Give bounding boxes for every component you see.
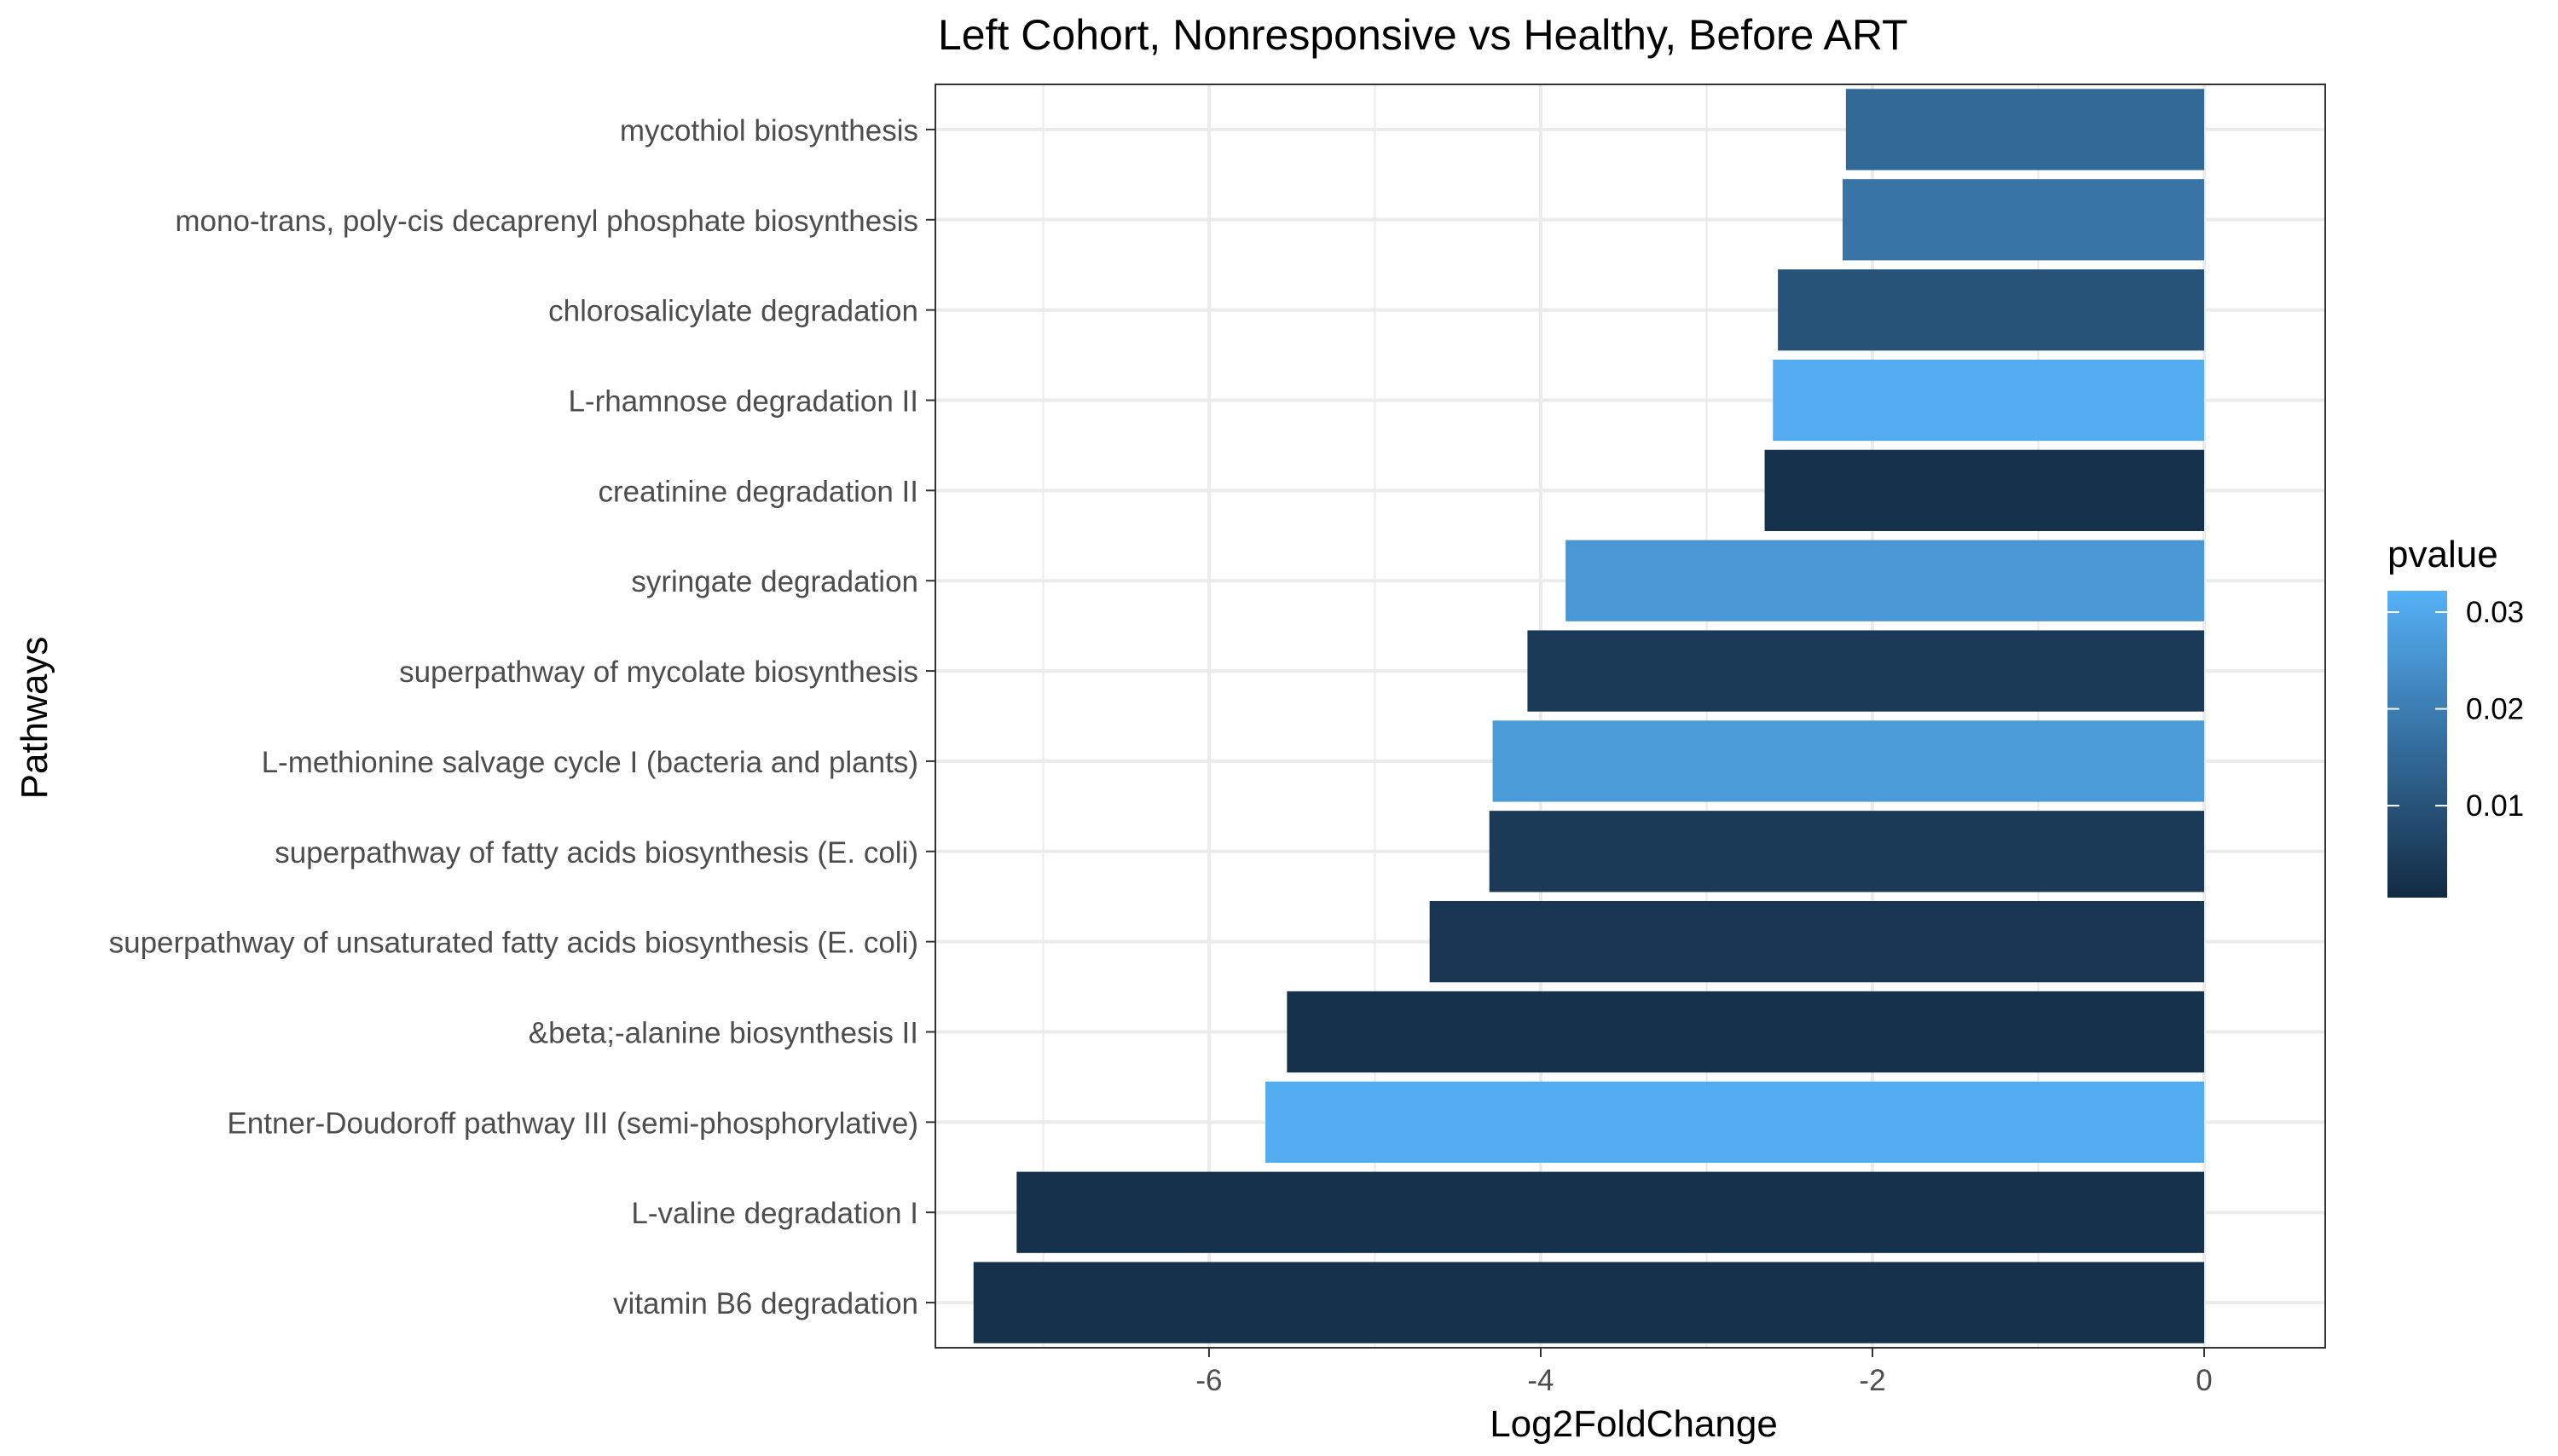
legend-title: pvalue bbox=[2387, 534, 2498, 575]
x-tick-label: -6 bbox=[1195, 1364, 1222, 1397]
legend-colorbar bbox=[2387, 591, 2447, 898]
bar bbox=[1845, 89, 2205, 170]
y-tick-label: mono-trans, poly-cis decaprenyl phosphat… bbox=[175, 205, 918, 238]
y-tick-label: L-rhamnose degradation II bbox=[568, 385, 918, 419]
bar bbox=[1565, 540, 2205, 621]
bar bbox=[1842, 179, 2205, 261]
y-axis-title: Pathways bbox=[14, 637, 55, 800]
bar bbox=[1492, 720, 2205, 802]
bar bbox=[1287, 991, 2205, 1073]
legend: pvalue 0.01 0.02 0.03 bbox=[2387, 534, 2524, 898]
legend-ticks: 0.01 0.02 0.03 bbox=[2387, 596, 2524, 823]
x-tick-label: -4 bbox=[1527, 1364, 1554, 1397]
y-tick-label: chlorosalicylate degradation bbox=[548, 295, 918, 328]
y-tick-label: superpathway of mycolate biosynthesis bbox=[399, 656, 918, 689]
legend-tick-label: 0.03 bbox=[2466, 596, 2524, 629]
bar bbox=[1265, 1081, 2205, 1163]
bar bbox=[1016, 1171, 2205, 1253]
bar bbox=[1764, 449, 2205, 531]
bar bbox=[973, 1262, 2205, 1343]
y-tick-label: L-valine degradation I bbox=[631, 1197, 918, 1230]
x-axis: -6 -4 -2 0 bbox=[1195, 1348, 2213, 1397]
bars bbox=[973, 89, 2205, 1343]
y-tick-label: superpathway of fatty acids biosynthesis… bbox=[275, 836, 918, 870]
y-tick-label: L-methionine salvage cycle I (bacteria a… bbox=[262, 746, 918, 779]
bar bbox=[1489, 811, 2205, 893]
y-tick-label: vitamin B6 degradation bbox=[613, 1287, 918, 1320]
legend-tick-label: 0.02 bbox=[2466, 693, 2524, 726]
bar bbox=[1778, 269, 2205, 351]
y-tick-label: creatinine degradation II bbox=[598, 475, 918, 508]
chart-title: Left Cohort, Nonresponsive vs Healthy, B… bbox=[938, 11, 1908, 59]
x-axis-title: Log2FoldChange bbox=[1490, 1403, 1778, 1445]
panel-border bbox=[935, 84, 2326, 1349]
x-tick-label: -2 bbox=[1859, 1364, 1885, 1397]
bar bbox=[1773, 359, 2205, 442]
y-tick-label: syringate degradation bbox=[631, 565, 918, 598]
bar bbox=[1527, 630, 2205, 712]
y-tick-label: Entner-Doudoroff pathway III (semi-phosp… bbox=[227, 1106, 918, 1140]
bar bbox=[1429, 901, 2205, 983]
x-tick-label: 0 bbox=[2196, 1364, 2212, 1397]
y-tick-label: superpathway of unsaturated fatty acids … bbox=[109, 927, 918, 960]
y-tick-label: mycothiol biosynthesis bbox=[620, 114, 918, 147]
y-tick-label: &beta;-alanine biosynthesis II bbox=[529, 1017, 918, 1050]
legend-tick-label: 0.01 bbox=[2466, 789, 2524, 823]
y-axis: mycothiol biosynthesis mono-trans, poly-c… bbox=[109, 114, 935, 1320]
